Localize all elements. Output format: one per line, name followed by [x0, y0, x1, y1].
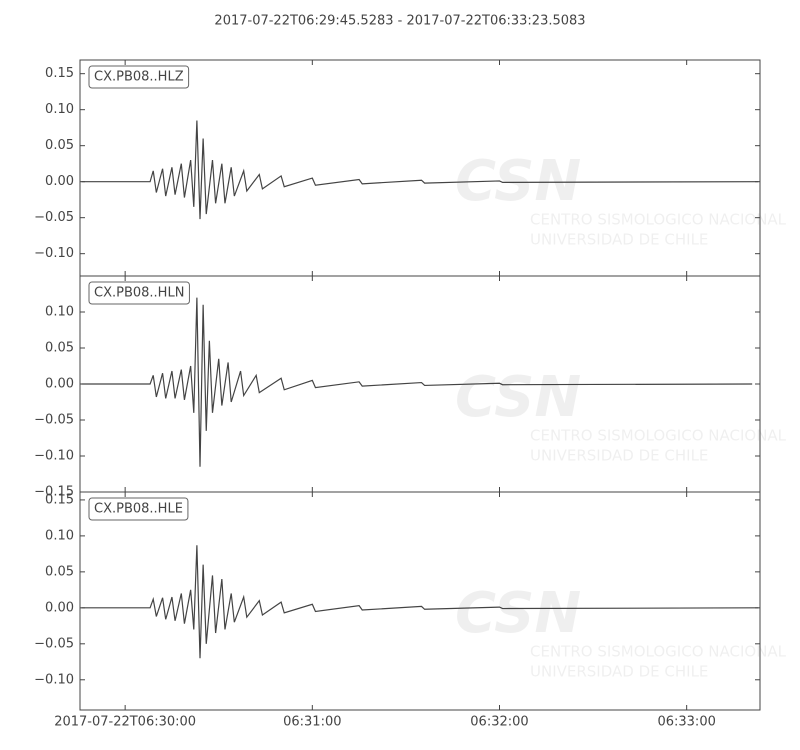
y-tick-label: −0.15	[34, 485, 74, 500]
watermark-line: UNIVERSIDAD DE CHILE	[530, 447, 708, 465]
watermark-line: CENTRO SISMOLOGICO NACIONAL	[530, 427, 787, 445]
y-tick-label: 0.00	[45, 600, 74, 615]
y-tick-label: 0.05	[45, 138, 74, 153]
y-tick-label: −0.05	[34, 413, 74, 428]
y-tick-label: 0.00	[45, 174, 74, 189]
y-tick-label: 0.15	[45, 66, 74, 81]
watermark-line: UNIVERSIDAD DE CHILE	[530, 663, 708, 681]
chart-title: 2017-07-22T06:29:45.5283 - 2017-07-22T06…	[214, 14, 585, 29]
y-tick-label: 0.15	[45, 492, 74, 507]
trace-label-box	[88, 497, 189, 521]
y-tick-label: 0.10	[45, 102, 74, 117]
watermark-logo: CSN	[455, 365, 581, 430]
y-tick-label: 0.10	[45, 305, 74, 320]
y-tick-label: −0.05	[34, 210, 74, 225]
watermark-line: CENTRO SISMOLOGICO NACIONAL	[530, 643, 787, 661]
trace-label: CX.PB08..HLE	[94, 502, 183, 517]
y-tick-label: 0.10	[45, 528, 74, 543]
y-tick-label: −0.10	[34, 672, 74, 687]
trace-label: CX.PB08..HLN	[94, 286, 184, 301]
y-tick-label: 0.05	[45, 564, 74, 579]
axes-frame	[79, 491, 761, 711]
waveform	[81, 545, 759, 659]
trace-label: CX.PB08..HLZ	[94, 70, 184, 85]
waveform	[81, 297, 753, 467]
x-tick-label: 06:33:00	[657, 715, 715, 730]
x-tick-label: 06:31:00	[283, 715, 341, 730]
x-tick-label: 2017-07-22T06:30:00	[54, 715, 196, 730]
y-tick-label: −0.10	[34, 246, 74, 261]
y-tick-label: −0.10	[34, 449, 74, 464]
waveform	[81, 120, 759, 220]
y-tick-label: 0.05	[45, 341, 74, 356]
watermark-line: CENTRO SISMOLOGICO NACIONAL	[530, 211, 787, 229]
x-tick-label: 06:32:00	[470, 715, 528, 730]
watermark-logo: CSN	[455, 581, 581, 646]
trace-label-box	[88, 281, 190, 305]
trace-label-box	[88, 65, 190, 89]
y-tick-label: −0.05	[34, 636, 74, 651]
y-tick-label: 0.00	[45, 377, 74, 392]
watermark-line: UNIVERSIDAD DE CHILE	[530, 231, 708, 249]
